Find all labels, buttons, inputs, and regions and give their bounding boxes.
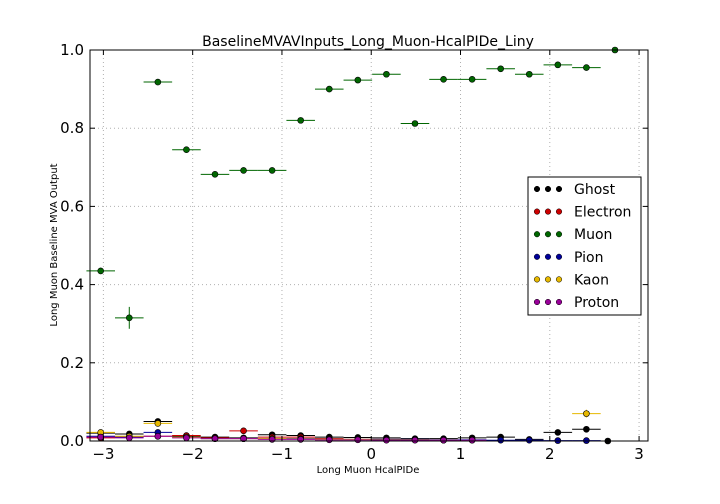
data-point — [240, 167, 247, 174]
legend-marker — [533, 276, 541, 283]
data-series — [86, 46, 630, 445]
data-point — [325, 436, 333, 444]
legend-marker — [533, 253, 541, 260]
data-point — [583, 410, 590, 417]
data-point — [325, 85, 333, 93]
data-point — [525, 436, 533, 444]
x-tick-label: 0 — [366, 445, 376, 463]
data-point — [383, 436, 390, 444]
x-axis-label: Long Muon HcalPIDe — [317, 465, 420, 476]
legend-marker — [544, 298, 552, 306]
data-point — [411, 436, 419, 444]
data-point — [497, 65, 504, 73]
chart-title: BaselineMVAVInputs_Long_Muon-HcalPIDe_Li… — [202, 34, 534, 50]
y-tick-label: 0.6 — [60, 197, 84, 215]
data-point — [154, 78, 162, 86]
legend-label: Proton — [574, 295, 619, 311]
y-tick-label: 0.4 — [60, 276, 84, 294]
legend-marker — [544, 185, 552, 193]
data-point — [583, 64, 590, 71]
data-point — [297, 436, 305, 443]
data-point — [383, 70, 390, 78]
data-point — [183, 146, 190, 154]
x-tick-label: 1 — [456, 445, 466, 463]
x-tick-label: 3 — [634, 445, 644, 463]
legend-marker — [544, 231, 552, 238]
data-point — [154, 433, 162, 440]
legend-item-pion: Pion — [533, 250, 603, 266]
legend-label: Ghost — [574, 182, 616, 198]
legend-item-electron: Electron — [533, 205, 631, 221]
legend-marker — [544, 276, 552, 283]
legend-label: Pion — [574, 250, 603, 266]
y-axis-label: Long Muon Baseline MVA Output — [49, 163, 60, 326]
data-point — [468, 76, 476, 83]
legend-item-muon: Muon — [533, 227, 612, 243]
data-point — [525, 70, 533, 78]
legend-box — [527, 176, 642, 316]
data-point — [354, 76, 362, 84]
y-tick-label: 0.0 — [60, 432, 84, 450]
data-point — [468, 436, 476, 444]
data-point — [583, 425, 590, 433]
data-point — [183, 434, 190, 442]
x-tick-label: 2 — [545, 445, 555, 463]
data-point — [97, 267, 105, 275]
legend-marker — [555, 253, 563, 260]
legend-label: Kaon — [574, 272, 609, 288]
data-point — [211, 171, 219, 178]
legend-marker — [555, 276, 563, 283]
legend: Ghost Electron Muon Pion Kaon Proton — [527, 176, 642, 316]
legend-marker — [544, 208, 552, 215]
legend-label: Muon — [574, 227, 612, 243]
data-point — [497, 436, 504, 444]
data-point — [240, 427, 247, 435]
plot-frame — [89, 49, 649, 442]
data-point — [554, 61, 562, 69]
legend-marker — [555, 185, 563, 193]
legend-marker — [555, 208, 563, 215]
y-tick-label: 0.8 — [60, 119, 84, 137]
legend-marker — [555, 231, 563, 238]
data-point — [554, 429, 562, 436]
data-point — [411, 120, 419, 127]
x-tick-label: −1 — [271, 445, 293, 463]
data-point — [354, 436, 362, 444]
data-point — [240, 435, 247, 442]
legend-marker — [533, 208, 541, 215]
data-point — [268, 167, 276, 174]
data-point — [297, 117, 305, 124]
data-point — [440, 76, 447, 83]
data-point — [154, 420, 162, 427]
legend-label: Electron — [574, 205, 631, 221]
axes-ticks: −3 −2 −1 0 1 2 3 0.0 0.2 0.4 0.6 0.8 1.0 — [60, 41, 648, 463]
legend-item-proton: Proton — [533, 295, 619, 311]
data-point — [97, 433, 105, 441]
x-tick-label: −2 — [182, 445, 204, 463]
data-point — [211, 435, 219, 442]
y-tick-label: 0.2 — [60, 354, 84, 372]
x-tick-label: −3 — [92, 445, 114, 463]
y-tick-label: 1.0 — [60, 41, 84, 59]
legend-item-ghost: Ghost — [533, 182, 616, 198]
legend-marker — [533, 298, 541, 306]
data-point — [268, 436, 276, 443]
data-point — [125, 434, 133, 442]
legend-item-kaon: Kaon — [533, 272, 609, 288]
data-point — [125, 314, 133, 322]
legend-marker — [533, 231, 541, 238]
legend-marker — [555, 298, 563, 306]
data-point — [440, 436, 447, 444]
legend-marker — [544, 253, 552, 260]
series-muon — [86, 46, 630, 329]
legend-marker — [533, 185, 541, 193]
